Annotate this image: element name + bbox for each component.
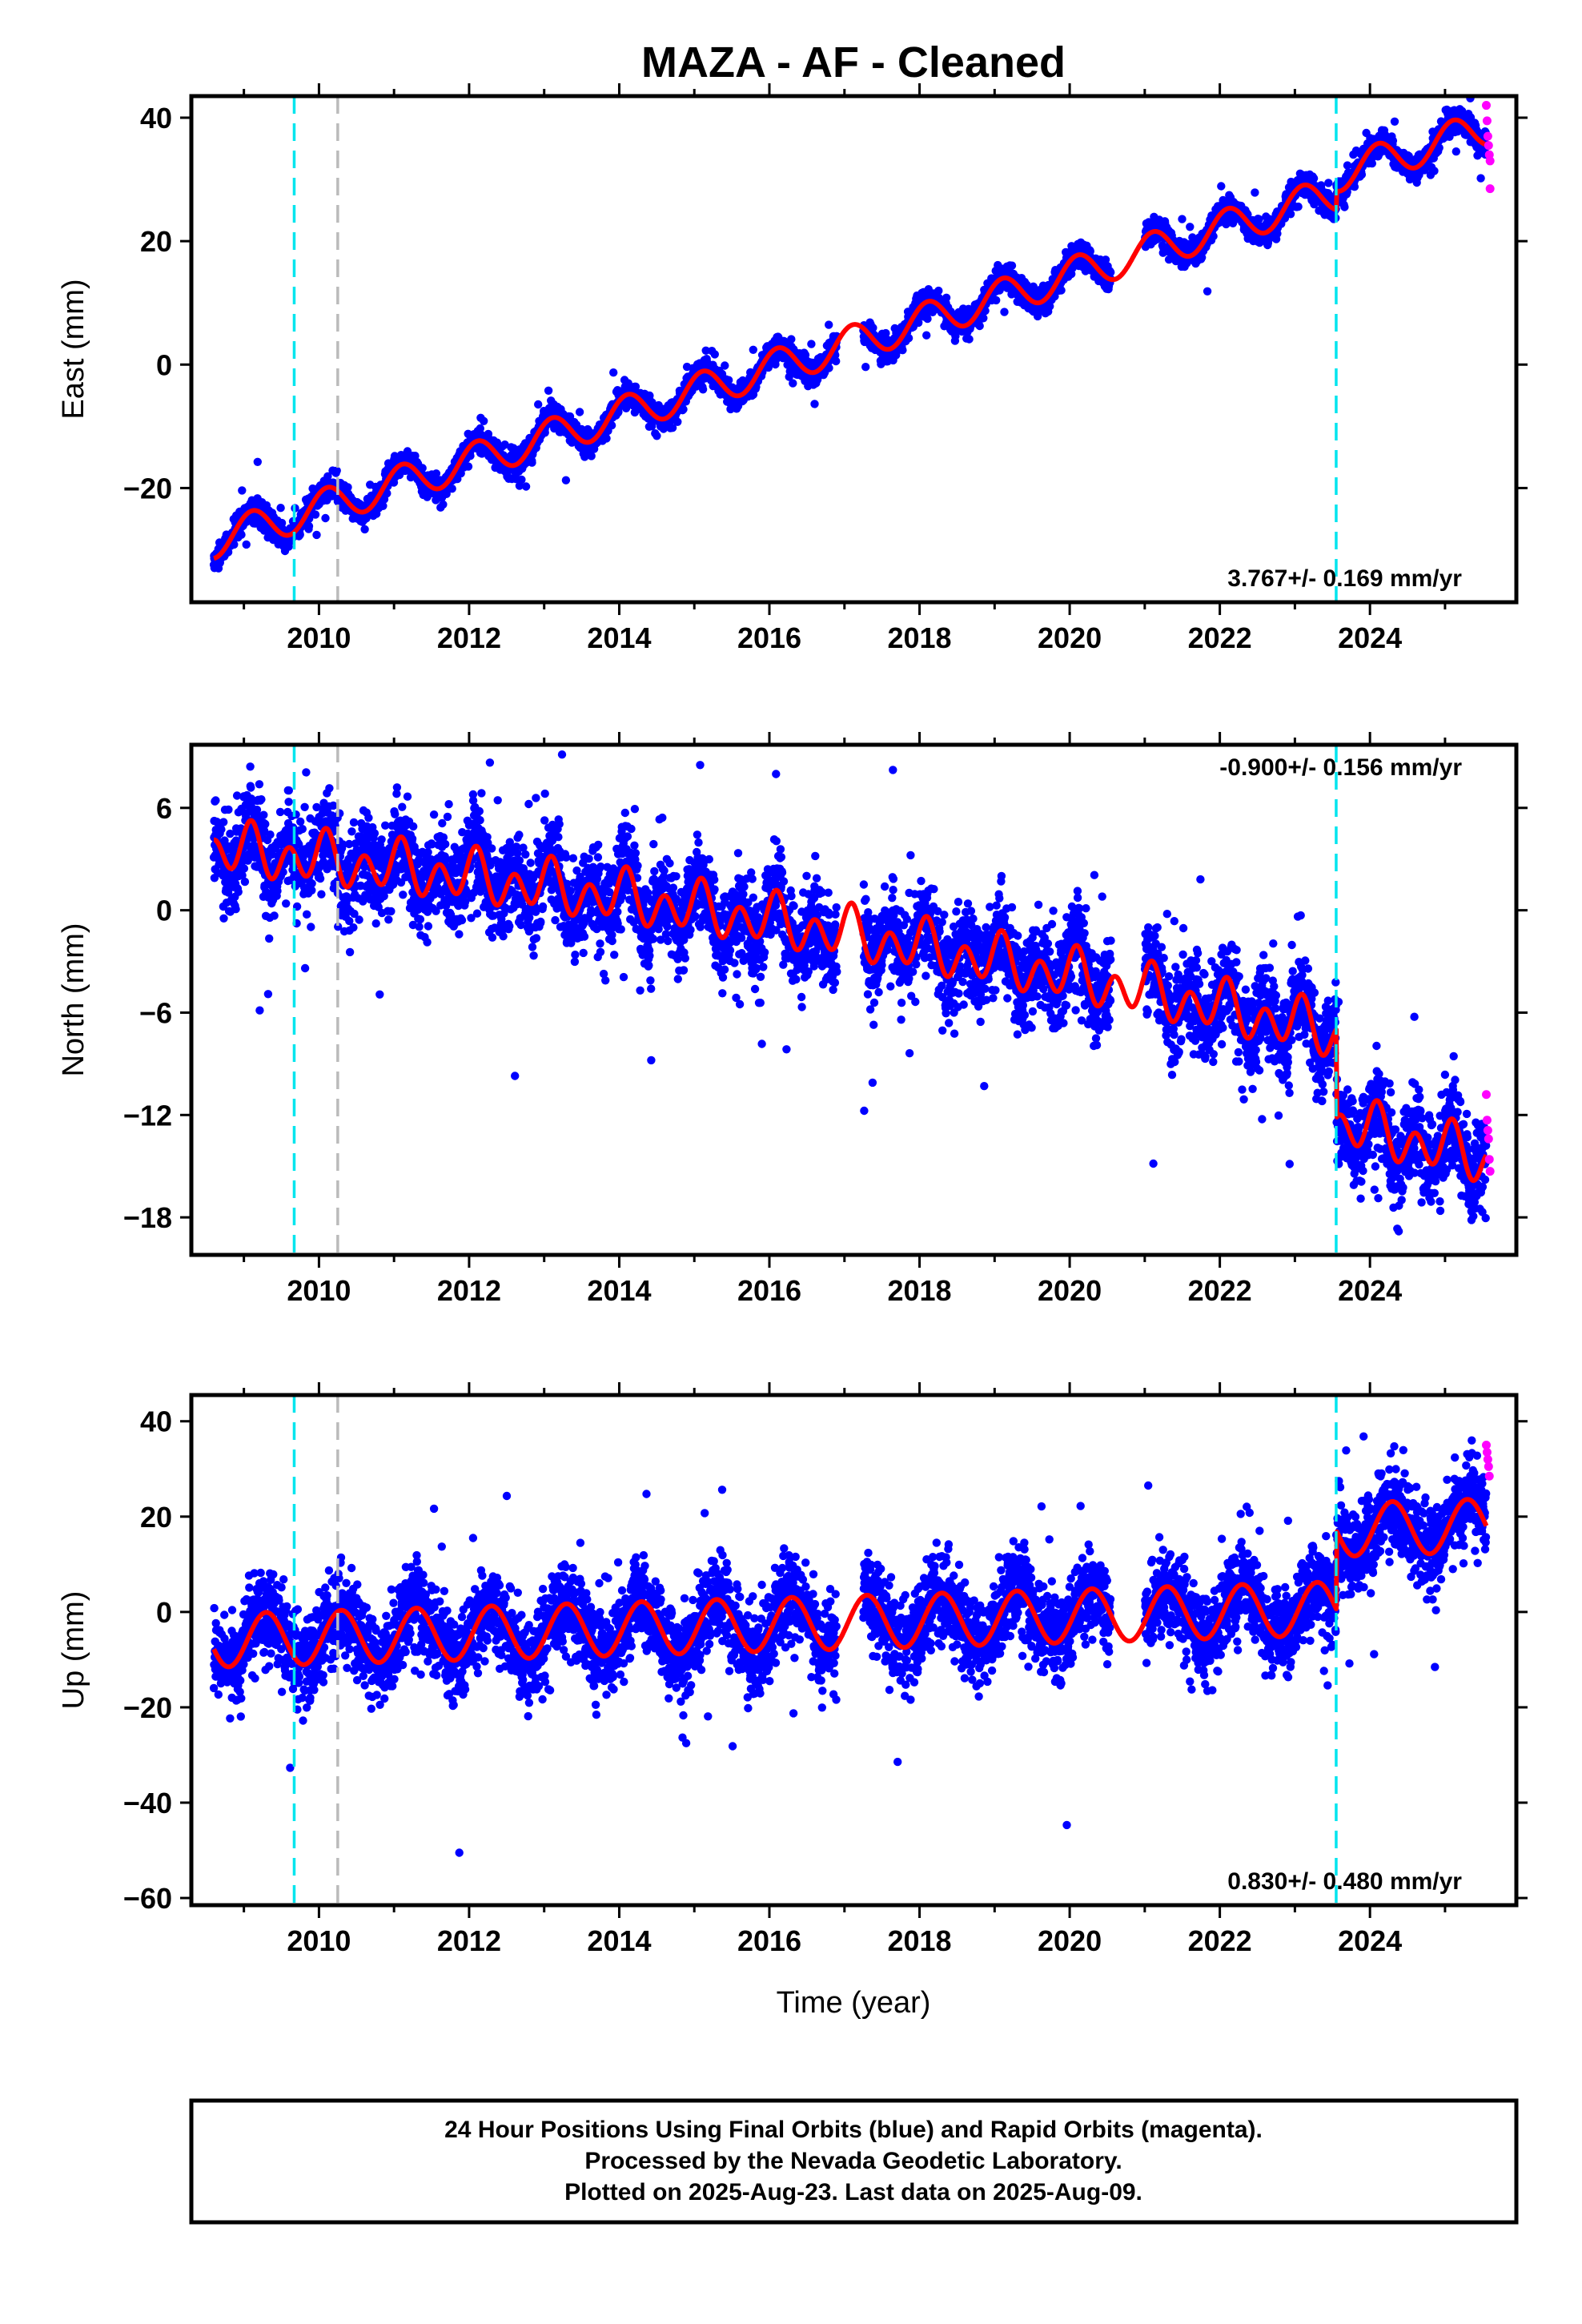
data-point: [480, 416, 488, 425]
data-point: [521, 482, 531, 491]
data-point: [230, 540, 239, 549]
data-point: [466, 452, 475, 460]
plot-area: [209, 96, 1495, 602]
data-point: [749, 345, 757, 354]
data-point: [575, 408, 584, 416]
data-point: [1217, 182, 1226, 191]
panel-east: 2010 2012 2014 2016 2018 2020 2022 2024−2002040…: [57, 83, 1528, 654]
data-point: [383, 489, 391, 498]
data-point: [311, 510, 320, 519]
data-point: [238, 486, 247, 495]
data-point: [432, 469, 441, 478]
data-point: [1286, 210, 1295, 219]
data-point: [825, 320, 833, 329]
data-point: [898, 346, 907, 355]
data-point: [304, 521, 314, 531]
data-point: [602, 434, 611, 443]
data-point: [343, 483, 352, 492]
data-point: [1294, 202, 1303, 211]
data-point: [861, 363, 870, 372]
data-point: [1186, 223, 1195, 231]
data-point: [609, 368, 618, 377]
data-point: [534, 400, 543, 409]
data-point: [295, 530, 304, 539]
data-point: [807, 340, 816, 348]
data-point: [379, 501, 387, 510]
data-point: [476, 424, 484, 433]
data-point: [312, 530, 321, 540]
data-point: [464, 462, 473, 471]
data-point: [528, 458, 536, 467]
data-point: [1388, 136, 1398, 145]
data-point: [442, 489, 451, 498]
data-point: [1309, 174, 1319, 183]
data-point: [1340, 203, 1349, 211]
data-point: [787, 335, 796, 344]
data-point: [975, 321, 984, 331]
data-point: [679, 405, 688, 414]
data-point: [721, 361, 729, 370]
data-point: [965, 335, 974, 344]
data-point: [979, 314, 988, 323]
data-point: [561, 476, 571, 485]
data-point: [332, 466, 341, 475]
data-point: [500, 440, 509, 449]
data-point: [942, 293, 951, 302]
panels-group: 2010 2012 2014 2016 2018 2020 2022 2024−2002040…: [57, 83, 1528, 1957]
data-point: [242, 540, 251, 549]
data-point: [1057, 286, 1066, 295]
data-point: [276, 504, 285, 513]
data-point: [439, 500, 448, 509]
data-point: [1430, 167, 1439, 175]
data-point: [1000, 308, 1009, 316]
data-point: [1390, 117, 1399, 126]
data-point: [698, 385, 708, 394]
data-point: [673, 417, 682, 426]
data-point: [1367, 159, 1377, 168]
data-point: [237, 530, 246, 539]
data-point: [1178, 215, 1186, 223]
data-point: [1086, 247, 1095, 255]
data-point: [1007, 261, 1017, 270]
data-point: [652, 432, 661, 440]
chart-title: MAZA - AF - Cleaned: [641, 38, 1066, 86]
data-point: [360, 525, 369, 534]
data-point: [540, 428, 549, 437]
data-point: [1324, 179, 1333, 187]
data-point: [992, 296, 1001, 305]
data-point: [1251, 188, 1259, 197]
data-point: [922, 331, 931, 340]
data-point: [323, 472, 332, 480]
data-point: [1203, 287, 1212, 296]
data-point: [321, 513, 330, 523]
data-point: [517, 475, 526, 485]
data-point: [418, 464, 427, 472]
data-point: [832, 356, 841, 366]
data-point: [710, 350, 719, 359]
data-point: [789, 379, 797, 388]
data-point: [544, 386, 553, 395]
data-point: [448, 485, 456, 493]
data-point: [810, 400, 819, 408]
data-point: [253, 457, 262, 466]
